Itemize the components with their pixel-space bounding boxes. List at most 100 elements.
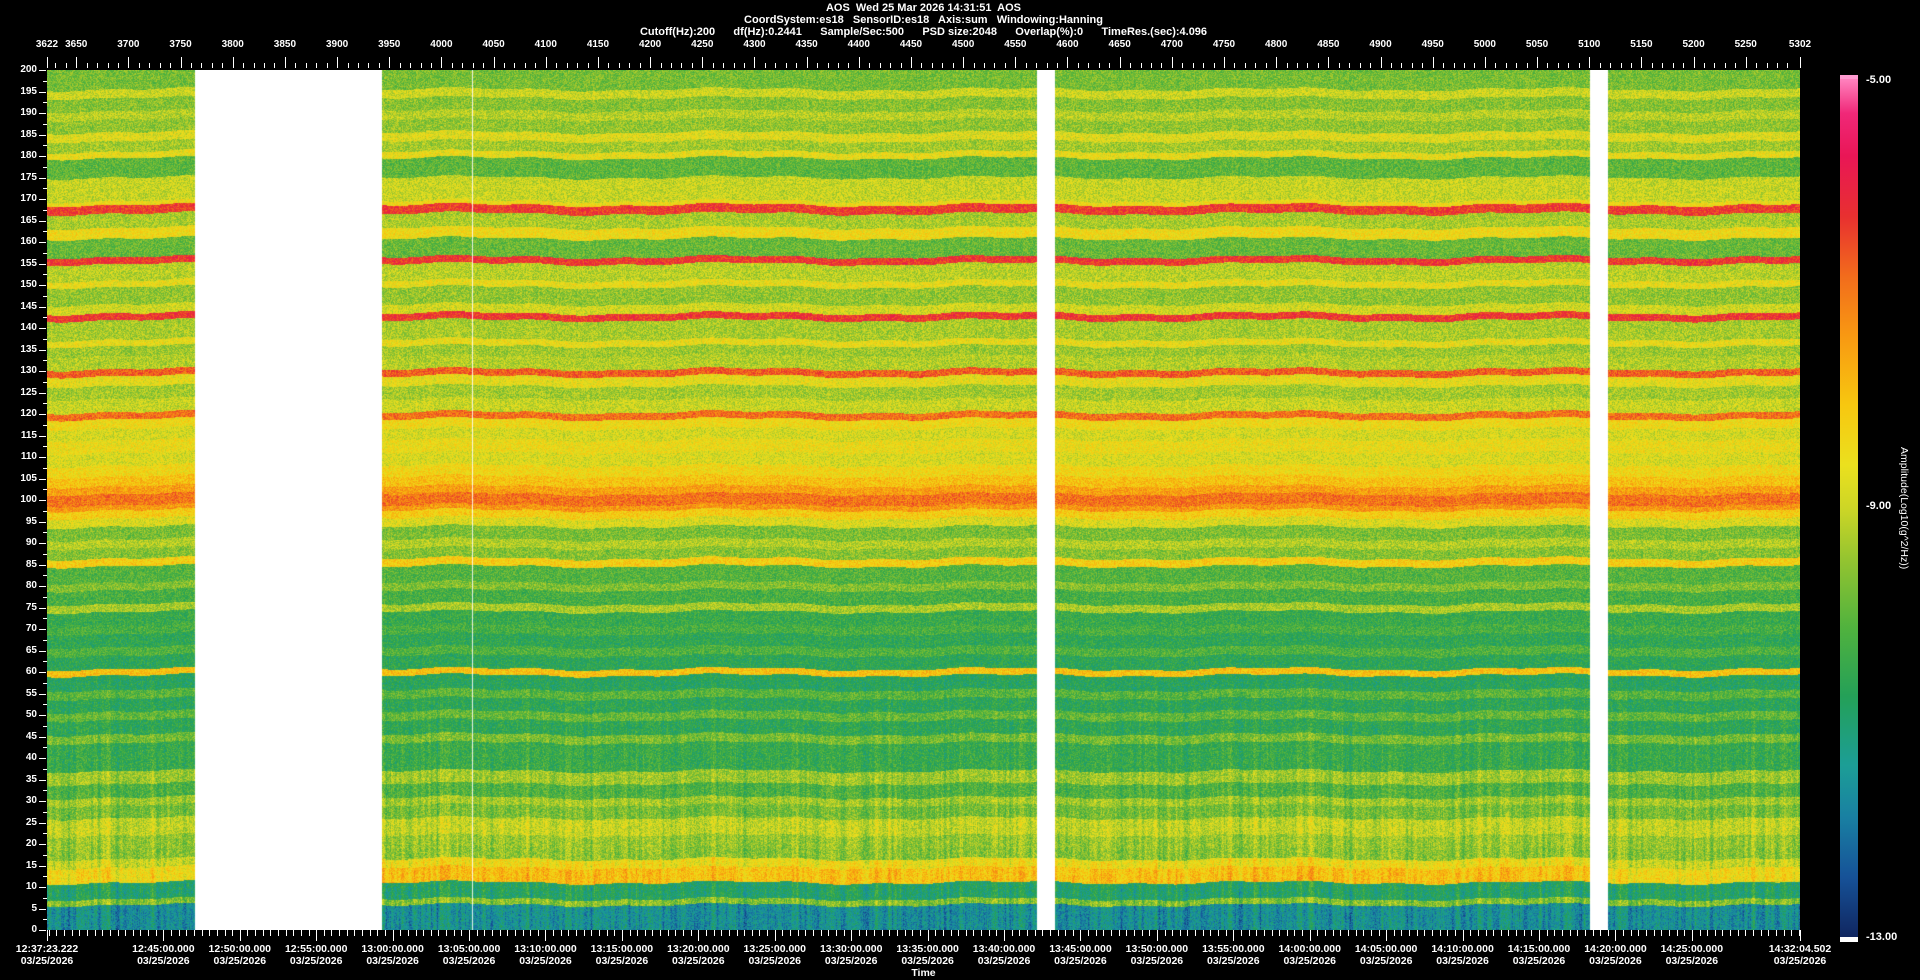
- time-tick-label: 14:05:00.000: [1354, 943, 1418, 955]
- frequency-major-tick: [39, 521, 46, 523]
- record-minor-tick: [1349, 63, 1351, 68]
- record-minor-tick: [1422, 63, 1424, 68]
- time-minor-tick: [270, 930, 272, 936]
- time-minor-tick: [178, 930, 180, 936]
- time-minor-tick: [1386, 930, 1388, 936]
- record-tick-label: 4100: [534, 39, 557, 50]
- frequency-tick-label: 100: [20, 494, 37, 505]
- time-minor-tick: [614, 930, 616, 936]
- time-minor-tick: [1325, 930, 1327, 936]
- time-tick-label: 14:20:00.000: [1584, 943, 1647, 955]
- frequency-tick-label: 45: [25, 730, 37, 742]
- time-tick-label: 12:50:00.000: [208, 943, 272, 955]
- time-minor-tick: [1149, 930, 1151, 936]
- time-minor-tick: [1317, 930, 1319, 936]
- time-minor-tick: [1454, 930, 1456, 936]
- time-minor-tick: [155, 930, 157, 936]
- time-minor-tick: [1630, 930, 1632, 936]
- time-minor-tick: [1218, 930, 1220, 936]
- record-minor-tick: [1474, 63, 1476, 68]
- record-minor-tick: [1265, 63, 1267, 68]
- time-minor-tick: [1393, 930, 1395, 936]
- record-tick-label: 5100: [1578, 39, 1601, 50]
- time-minor-tick: [919, 930, 921, 936]
- date-tick-label: 03/25/2026: [977, 955, 1031, 967]
- time-minor-tick: [1432, 930, 1433, 936]
- time-minor-tick: [950, 930, 952, 936]
- time-tick-label: 13:50:00.000: [1125, 943, 1189, 955]
- time-minor-tick: [1615, 930, 1617, 936]
- time-minor-tick: [1240, 930, 1242, 936]
- time-minor-tick: [1034, 930, 1036, 936]
- frequency-tick-label: 15: [25, 859, 37, 871]
- record-minor-tick: [430, 63, 432, 68]
- time-minor-tick: [805, 930, 807, 936]
- time-minor-tick: [1554, 930, 1556, 936]
- time-minor-tick: [1279, 930, 1281, 936]
- frequency-minor-tick: [43, 317, 47, 319]
- date-tick-label: 03/25/2026: [1773, 955, 1827, 967]
- frequency-minor-tick: [43, 489, 47, 491]
- frequency-major-tick: [39, 844, 46, 845]
- record-minor-tick: [733, 63, 735, 68]
- time-minor-tick: [927, 930, 929, 936]
- frequency-minor-tick: [43, 682, 47, 684]
- time-minor-tick: [293, 930, 295, 936]
- frequency-tick-label: 60: [25, 666, 37, 677]
- record-major-tick: [806, 57, 808, 68]
- frequency-tick-label: 110: [20, 451, 37, 462]
- time-minor-tick: [1172, 930, 1174, 936]
- frequency-minor-tick: [43, 768, 47, 770]
- record-minor-tick: [1672, 63, 1674, 68]
- time-minor-tick: [675, 930, 677, 936]
- time-minor-tick: [667, 930, 669, 936]
- time-minor-tick: [1332, 930, 1334, 936]
- time-minor-tick: [216, 930, 218, 936]
- time-minor-tick: [86, 930, 88, 936]
- record-major-tick: [1067, 57, 1069, 68]
- time-minor-tick: [1378, 930, 1380, 936]
- time-axis-title: Time: [911, 967, 936, 979]
- time-minor-tick: [1584, 930, 1586, 936]
- time-minor-tick: [308, 930, 310, 936]
- record-tick-label: 5250: [1734, 39, 1757, 50]
- time-minor-tick: [1118, 930, 1120, 936]
- frequency-tick-label: 30: [25, 795, 37, 806]
- record-tick-label: 4750: [1212, 39, 1236, 50]
- record-minor-tick: [1787, 63, 1789, 68]
- time-minor-tick: [1347, 930, 1349, 936]
- frequency-tick-label: 180: [20, 150, 37, 161]
- time-minor-tick: [392, 930, 394, 936]
- time-minor-tick: [247, 930, 249, 936]
- header-params-line1: CoordSystem:es18 SensorID:es18 Axis:sum …: [744, 14, 1103, 26]
- frequency-major-tick: [39, 478, 46, 480]
- record-minor-tick: [211, 63, 213, 68]
- time-minor-tick: [897, 930, 899, 936]
- time-minor-tick: [323, 930, 325, 936]
- frequency-minor-tick: [43, 747, 47, 749]
- time-minor-tick: [576, 930, 578, 936]
- frequency-tick-label: 115: [20, 429, 37, 441]
- time-minor-tick: [262, 930, 264, 936]
- time-minor-tick: [1760, 930, 1762, 936]
- record-minor-tick: [744, 63, 746, 68]
- frequency-tick-label: 185: [20, 128, 37, 140]
- time-minor-tick: [744, 930, 746, 936]
- frequency-major-tick: [39, 113, 46, 114]
- time-tick-label: 13:35:00.000: [896, 943, 959, 955]
- time-minor-tick: [820, 930, 822, 936]
- time-minor-tick: [1233, 930, 1235, 936]
- record-minor-tick: [243, 63, 245, 68]
- record-major-tick: [1015, 57, 1017, 68]
- time-minor-tick: [438, 930, 440, 936]
- date-tick-label: 03/25/2026: [213, 955, 267, 967]
- record-minor-tick: [691, 63, 693, 68]
- time-minor-tick: [683, 930, 685, 936]
- record-minor-tick: [723, 63, 725, 68]
- frequency-major-tick: [39, 457, 46, 458]
- date-tick-label: 03/25/2026: [672, 955, 725, 967]
- time-minor-tick: [278, 930, 279, 936]
- frequency-major-tick: [39, 586, 46, 587]
- spectrogram-plot[interactable]: [47, 70, 1800, 930]
- frequency-tick-label: 130: [20, 365, 37, 376]
